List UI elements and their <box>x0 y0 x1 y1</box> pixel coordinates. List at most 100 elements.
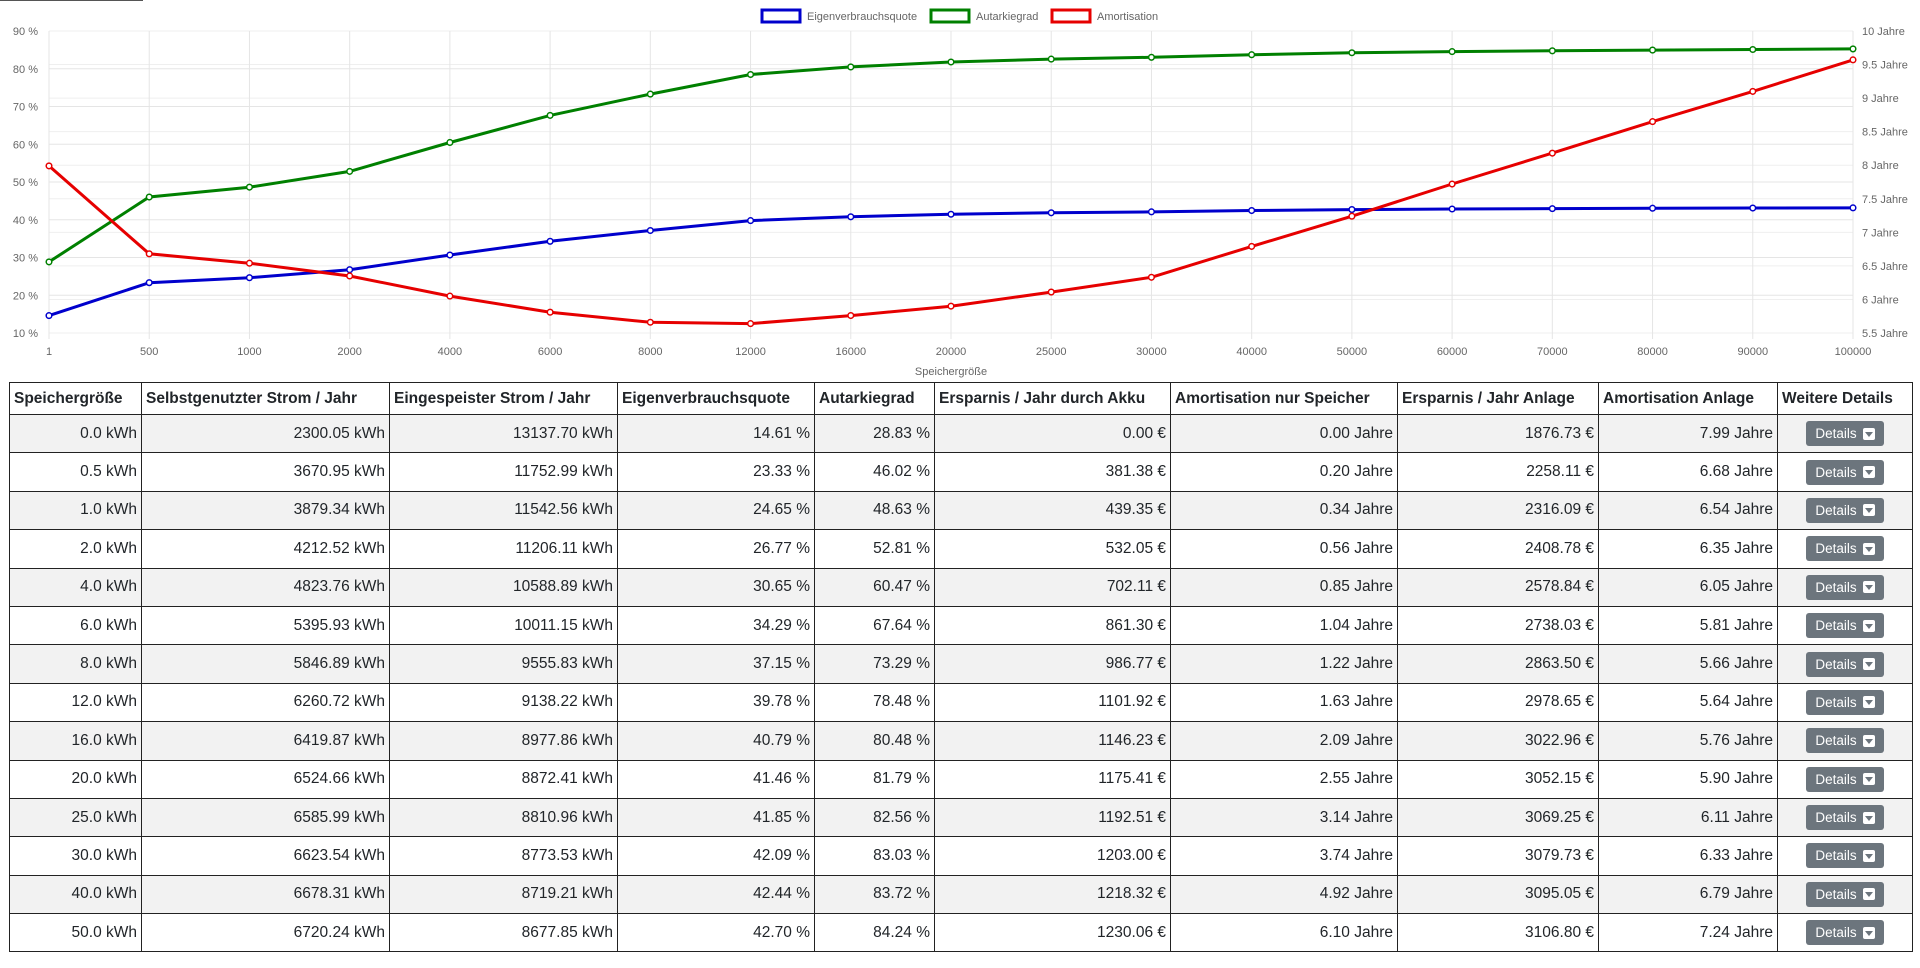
data-point-eigenverbrauchsquote <box>1649 204 1657 212</box>
cell-savings-system: 2863.50 € <box>1397 644 1599 684</box>
cell-payback-system: 5.90 Jahre <box>1598 759 1778 799</box>
y-left-tick-label: 90 % <box>13 26 38 38</box>
cell-details: Details <box>1777 605 1913 646</box>
details-button[interactable]: Details <box>1806 689 1884 715</box>
column-header: Amortisation nur Speicher <box>1170 382 1398 415</box>
cell-storage-size: 16.0 kWh <box>9 721 142 761</box>
cell-savings-system: 3095.05 € <box>1397 874 1599 915</box>
cell-payback-system: 6.54 Jahre <box>1598 490 1778 531</box>
column-header: Selbstgenutzter Strom / Jahr <box>141 382 390 415</box>
details-button[interactable]: Details <box>1806 574 1884 600</box>
column-header: Weitere Details <box>1777 382 1913 415</box>
results-table-container: Speichergröße Selbstgenutzter Strom / Jah… <box>9 382 1913 953</box>
cell-payback-storage: 6.10 Jahre <box>1170 913 1398 953</box>
x-tick-label: 20000 <box>936 346 967 358</box>
cell-autarky: 60.47 % <box>814 567 935 607</box>
legend-swatch-amortisation <box>1050 8 1092 24</box>
cell-savings-battery: 1192.51 € <box>934 797 1171 838</box>
data-point-eigenverbrauchsquote <box>646 226 654 235</box>
cell-savings-system: 2258.11 € <box>1397 452 1599 492</box>
cell-savings-battery: 986.77 € <box>934 644 1171 684</box>
cell-savings-system: 3069.25 € <box>1397 797 1599 838</box>
data-point-amortisation <box>346 272 354 280</box>
caret-down-icon <box>1862 427 1875 440</box>
x-tick-label: 500 <box>140 346 158 358</box>
cell-details: Details <box>1777 874 1913 915</box>
cell-self-consumed: 4212.52 kWh <box>141 529 390 569</box>
x-tick-label: 8000 <box>638 346 662 358</box>
cell-self-consumed: 6678.31 kWh <box>141 874 390 915</box>
cell-fed-in: 8677.85 kWh <box>389 913 618 953</box>
table-row: 16.0 kWh 6419.87 kWh 8977.86 kWh 40.79 % 80.… <box>9 721 1913 761</box>
data-point-autarkiegrad <box>245 183 253 191</box>
cell-self-consumption-rate: 41.46 % <box>617 759 815 799</box>
data-point-amortisation <box>847 312 855 320</box>
details-button[interactable]: Details <box>1806 843 1884 869</box>
line-chart: 90 % 80 % 70 % 60 % 50 % 40 % 30 % 20 % 10 % 10 J… <box>0 0 1920 382</box>
caret-down-icon <box>1862 849 1875 862</box>
table-row: 40.0 kWh 6678.31 kWh 8719.21 kWh 42.44 % 83.… <box>9 874 1913 915</box>
cell-savings-battery: 439.35 € <box>934 490 1171 531</box>
details-button[interactable]: Details <box>1806 536 1884 562</box>
cell-details: Details <box>1777 452 1913 492</box>
column-header: Eigenverbrauchsquote <box>617 382 815 415</box>
details-button-label: Details <box>1815 886 1857 902</box>
caret-down-icon <box>1862 504 1875 517</box>
table-row: 1.0 kWh 3879.34 kWh 11542.56 kWh 24.65 % 48.… <box>9 490 1913 531</box>
cell-savings-battery: 532.05 € <box>934 529 1171 569</box>
caret-down-icon <box>1862 811 1875 824</box>
legend-swatch-autarkiegrad <box>929 8 971 24</box>
cell-payback-storage: 0.34 Jahre <box>1170 490 1398 531</box>
details-button[interactable]: Details <box>1806 728 1884 754</box>
cell-fed-in: 11752.99 kWh <box>389 452 618 492</box>
x-tick-label: 40000 <box>1236 346 1267 358</box>
cell-autarky: 83.03 % <box>814 836 935 876</box>
cell-self-consumption-rate: 40.79 % <box>617 721 815 761</box>
cell-savings-system: 3052.15 € <box>1397 759 1599 799</box>
details-button-label: Details <box>1815 618 1857 634</box>
cell-savings-system: 2978.65 € <box>1397 682 1599 723</box>
details-button[interactable]: Details <box>1806 920 1884 946</box>
cell-details: Details <box>1777 529 1913 569</box>
data-point-autarkiegrad <box>1548 47 1556 55</box>
cell-fed-in: 10588.89 kWh <box>389 567 618 607</box>
details-button[interactable]: Details <box>1806 651 1884 677</box>
cell-payback-system: 5.81 Jahre <box>1598 605 1778 646</box>
cell-savings-system: 1876.73 € <box>1397 413 1599 454</box>
details-button[interactable]: Details <box>1806 881 1884 907</box>
data-point-amortisation <box>1348 212 1356 220</box>
data-point-autarkiegrad <box>1147 53 1155 61</box>
details-button[interactable]: Details <box>1806 497 1884 523</box>
cell-payback-system: 6.33 Jahre <box>1598 836 1778 876</box>
cell-self-consumption-rate: 26.77 % <box>617 529 815 569</box>
cell-storage-size: 40.0 kWh <box>9 874 142 915</box>
cell-autarky: 46.02 % <box>814 452 935 492</box>
cell-details: Details <box>1777 759 1913 799</box>
cell-payback-system: 6.05 Jahre <box>1598 567 1778 607</box>
cell-payback-storage: 0.20 Jahre <box>1170 452 1398 492</box>
y-right-tick-label: 5.5 Jahre <box>1862 328 1908 340</box>
table-row: 25.0 kWh 6585.99 kWh 8810.96 kWh 41.85 % 82.… <box>9 797 1913 838</box>
cell-savings-battery: 1203.00 € <box>934 836 1171 876</box>
x-tick-label: 2000 <box>337 346 361 358</box>
cell-self-consumption-rate: 34.29 % <box>617 605 815 646</box>
details-button-label: Details <box>1815 733 1857 749</box>
cell-self-consumed: 5846.89 kWh <box>141 644 390 684</box>
details-button[interactable]: Details <box>1806 421 1884 447</box>
data-point-eigenverbrauchsquote <box>45 312 53 320</box>
details-button-label: Details <box>1815 656 1857 672</box>
details-button[interactable]: Details <box>1806 459 1884 485</box>
data-point-eigenverbrauchsquote <box>1749 204 1757 212</box>
details-button[interactable]: Details <box>1806 766 1884 792</box>
details-button[interactable]: Details <box>1806 613 1884 639</box>
x-tick-label: 6000 <box>538 346 562 358</box>
data-point-eigenverbrauchsquote <box>446 251 454 259</box>
data-point-autarkiegrad <box>847 63 855 71</box>
data-point-amortisation <box>1147 273 1155 281</box>
cell-savings-battery: 1175.41 € <box>934 759 1171 799</box>
data-point-eigenverbrauchsquote <box>947 210 955 218</box>
cell-autarky: 78.48 % <box>814 682 935 723</box>
caret-down-icon <box>1862 619 1875 632</box>
data-point-eigenverbrauchsquote <box>847 213 855 221</box>
details-button[interactable]: Details <box>1806 805 1884 831</box>
